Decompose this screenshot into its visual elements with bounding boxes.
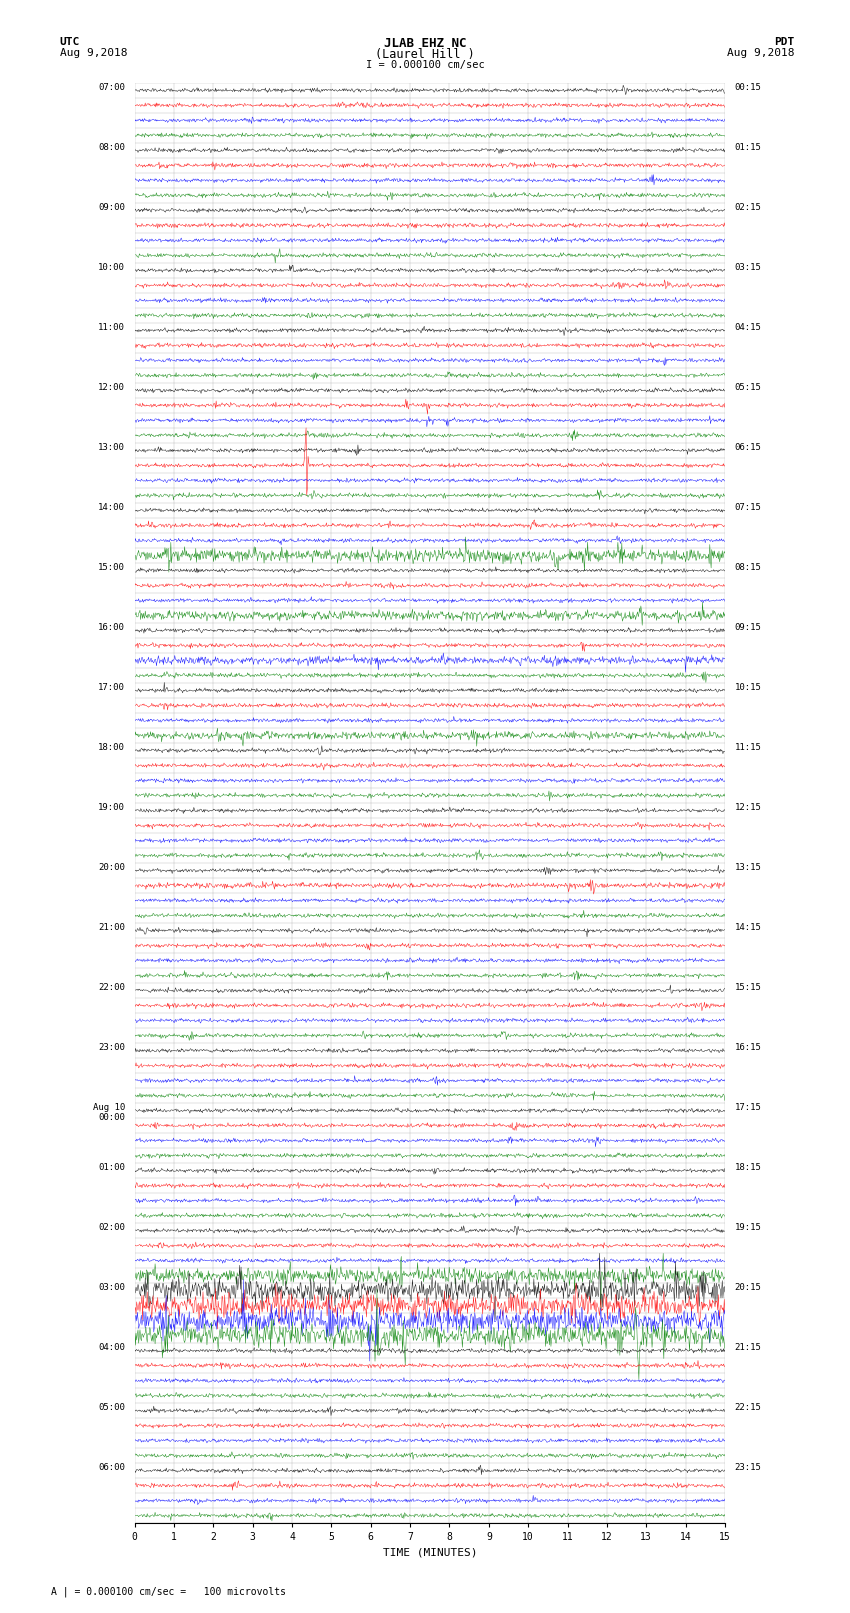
Text: 08:15: 08:15 xyxy=(734,563,762,573)
Text: 02:15: 02:15 xyxy=(734,203,762,211)
Text: 18:00: 18:00 xyxy=(98,744,125,752)
Text: 10:15: 10:15 xyxy=(734,682,762,692)
Text: 20:00: 20:00 xyxy=(98,863,125,873)
Text: 04:15: 04:15 xyxy=(734,323,762,332)
Text: 07:15: 07:15 xyxy=(734,503,762,511)
Text: 06:00: 06:00 xyxy=(98,1463,125,1473)
Text: Aug 9,2018: Aug 9,2018 xyxy=(728,48,795,58)
Text: 12:00: 12:00 xyxy=(98,382,125,392)
Text: 14:00: 14:00 xyxy=(98,503,125,511)
Text: 13:15: 13:15 xyxy=(734,863,762,873)
Text: 03:15: 03:15 xyxy=(734,263,762,271)
X-axis label: TIME (MINUTES): TIME (MINUTES) xyxy=(382,1548,477,1558)
Text: A | = 0.000100 cm/sec =   100 microvolts: A | = 0.000100 cm/sec = 100 microvolts xyxy=(51,1586,286,1597)
Text: 18:15: 18:15 xyxy=(734,1163,762,1173)
Text: JLAB EHZ NC: JLAB EHZ NC xyxy=(383,37,467,50)
Text: 21:00: 21:00 xyxy=(98,923,125,932)
Text: 07:00: 07:00 xyxy=(98,82,125,92)
Text: 11:00: 11:00 xyxy=(98,323,125,332)
Text: 03:00: 03:00 xyxy=(98,1282,125,1292)
Text: 04:00: 04:00 xyxy=(98,1344,125,1352)
Text: 06:15: 06:15 xyxy=(734,444,762,452)
Text: 19:15: 19:15 xyxy=(734,1223,762,1232)
Text: 17:15: 17:15 xyxy=(734,1103,762,1111)
Text: 10:00: 10:00 xyxy=(98,263,125,271)
Text: 16:15: 16:15 xyxy=(734,1044,762,1052)
Text: Aug 10
00:00: Aug 10 00:00 xyxy=(93,1103,125,1123)
Text: 01:15: 01:15 xyxy=(734,144,762,152)
Text: Aug 9,2018: Aug 9,2018 xyxy=(60,48,127,58)
Text: 21:15: 21:15 xyxy=(734,1344,762,1352)
Text: 08:00: 08:00 xyxy=(98,144,125,152)
Text: (Laurel Hill ): (Laurel Hill ) xyxy=(375,48,475,61)
Text: 11:15: 11:15 xyxy=(734,744,762,752)
Text: 02:00: 02:00 xyxy=(98,1223,125,1232)
Text: I = 0.000100 cm/sec: I = 0.000100 cm/sec xyxy=(366,60,484,69)
Text: 15:15: 15:15 xyxy=(734,982,762,992)
Text: 09:15: 09:15 xyxy=(734,623,762,632)
Text: UTC: UTC xyxy=(60,37,80,47)
Text: 05:15: 05:15 xyxy=(734,382,762,392)
Text: 12:15: 12:15 xyxy=(734,803,762,811)
Text: 15:00: 15:00 xyxy=(98,563,125,573)
Text: 19:00: 19:00 xyxy=(98,803,125,811)
Text: 22:15: 22:15 xyxy=(734,1403,762,1411)
Text: 14:15: 14:15 xyxy=(734,923,762,932)
Text: 13:00: 13:00 xyxy=(98,444,125,452)
Text: 01:00: 01:00 xyxy=(98,1163,125,1173)
Text: 16:00: 16:00 xyxy=(98,623,125,632)
Text: 05:00: 05:00 xyxy=(98,1403,125,1411)
Text: 23:15: 23:15 xyxy=(734,1463,762,1473)
Text: PDT: PDT xyxy=(774,37,795,47)
Text: 20:15: 20:15 xyxy=(734,1282,762,1292)
Text: 09:00: 09:00 xyxy=(98,203,125,211)
Text: 17:00: 17:00 xyxy=(98,682,125,692)
Text: 23:00: 23:00 xyxy=(98,1044,125,1052)
Text: 00:15: 00:15 xyxy=(734,82,762,92)
Text: 22:00: 22:00 xyxy=(98,982,125,992)
